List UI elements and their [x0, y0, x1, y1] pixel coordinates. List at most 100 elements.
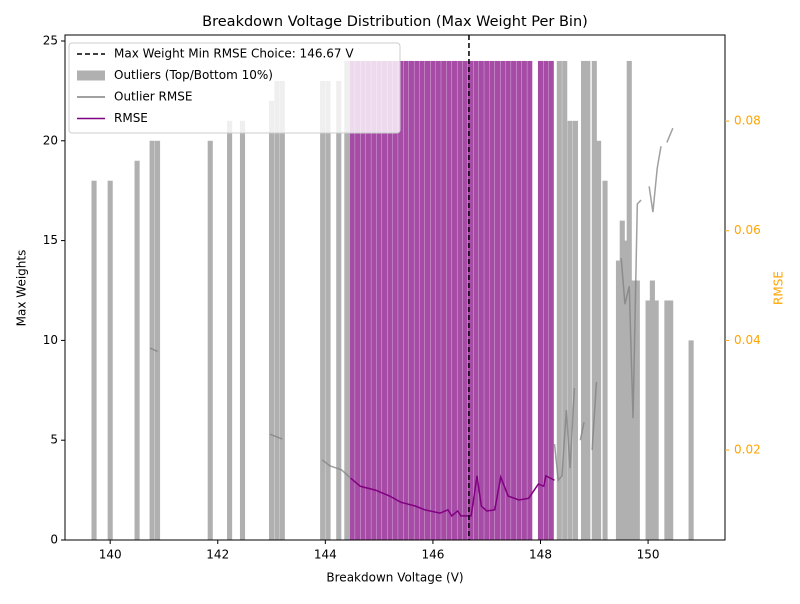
y-tick-label: 0 — [50, 533, 58, 547]
y-tick-label: 5 — [50, 433, 58, 447]
bar — [344, 60, 350, 541]
bar — [134, 160, 140, 541]
bar — [154, 140, 161, 540]
bar — [527, 60, 533, 541]
bar — [107, 180, 113, 540]
bar — [446, 60, 452, 541]
bar — [462, 60, 468, 541]
bar — [274, 80, 280, 540]
bar — [645, 300, 651, 540]
bar — [537, 60, 544, 541]
bar — [602, 180, 608, 540]
bar — [419, 60, 425, 541]
x-tick-label: 144 — [314, 548, 337, 562]
bar — [408, 60, 414, 541]
plot-frame — [64, 34, 726, 541]
bar — [591, 60, 597, 541]
line — [350, 474, 555, 518]
bar — [441, 60, 447, 541]
chart-title: Breakdown Voltage Distribution (Max Weig… — [202, 14, 588, 30]
y-tick-label: 15 — [43, 233, 58, 247]
legend-label: RMSE — [114, 111, 148, 125]
legend-label: Max Weight Min RMSE Choice: 146.67 V — [114, 47, 354, 61]
legend-label: Outlier RMSE — [114, 90, 192, 104]
bar — [653, 300, 659, 540]
bar — [207, 140, 213, 540]
bar — [473, 60, 479, 541]
bar — [688, 340, 694, 540]
bar — [572, 120, 579, 540]
bar — [424, 60, 431, 541]
bar — [468, 60, 474, 541]
bar — [387, 60, 393, 541]
bar — [484, 60, 490, 541]
bar — [355, 60, 361, 541]
y2-tick-label: 0.04 — [734, 333, 761, 347]
x-tick-label: 150 — [637, 548, 660, 562]
bar — [596, 140, 602, 540]
bar — [336, 80, 342, 540]
bar — [227, 120, 233, 540]
bar — [619, 220, 625, 540]
x-tick-label: 142 — [206, 548, 229, 562]
bar — [543, 60, 549, 541]
bar — [556, 60, 562, 541]
bar — [360, 60, 366, 541]
bar — [649, 280, 655, 540]
bar — [580, 60, 587, 541]
y2-tick-label: 0.06 — [734, 223, 761, 237]
y2-tick-label: 0.02 — [734, 443, 761, 457]
bar — [91, 180, 97, 540]
bar — [149, 140, 155, 540]
bar — [365, 60, 371, 541]
bar — [548, 60, 554, 541]
bar — [268, 100, 275, 540]
bar — [414, 60, 420, 541]
x-axis-label: Breakdown Voltage (V) — [326, 571, 463, 585]
x-tick-label: 146 — [421, 548, 444, 562]
bar — [562, 60, 568, 541]
y-axis-label: Max Weights — [15, 250, 29, 327]
y-tick-label: 20 — [43, 133, 58, 147]
legend-swatch — [77, 70, 105, 81]
bar — [349, 60, 355, 541]
bar — [615, 260, 622, 540]
y2-axis-label: RMSE — [772, 271, 786, 305]
x-tick-label: 140 — [99, 548, 122, 562]
y2-tick-label: 0.08 — [734, 114, 761, 128]
bar — [505, 60, 511, 541]
bar — [435, 60, 441, 541]
bar — [392, 60, 398, 541]
bar — [457, 60, 463, 541]
bar — [381, 60, 388, 541]
bar — [320, 80, 326, 540]
bar — [622, 240, 629, 540]
bar — [664, 300, 670, 540]
bar — [511, 60, 517, 541]
bar — [500, 60, 506, 541]
bar — [489, 60, 495, 541]
bar — [634, 280, 640, 540]
bar — [521, 60, 527, 541]
bar — [239, 120, 246, 540]
bar — [398, 60, 404, 541]
legend-label: Outliers (Top/Bottom 10%) — [114, 68, 273, 82]
y-tick-label: 10 — [43, 333, 58, 347]
bar — [494, 60, 501, 541]
bar — [516, 60, 522, 541]
bar — [403, 60, 409, 541]
bar — [478, 60, 484, 541]
bar — [376, 60, 382, 541]
bar — [567, 120, 573, 540]
line — [149, 127, 674, 483]
bar — [668, 300, 674, 540]
bar — [585, 60, 591, 541]
bar — [371, 60, 377, 541]
bar — [430, 60, 436, 541]
legend: Max Weight Min RMSE Choice: 146.67 V Outl… — [68, 42, 401, 134]
y-tick-label: 25 — [43, 33, 58, 47]
x-tick-label: 148 — [529, 548, 552, 562]
bar — [279, 80, 285, 540]
legend-box — [68, 42, 401, 134]
